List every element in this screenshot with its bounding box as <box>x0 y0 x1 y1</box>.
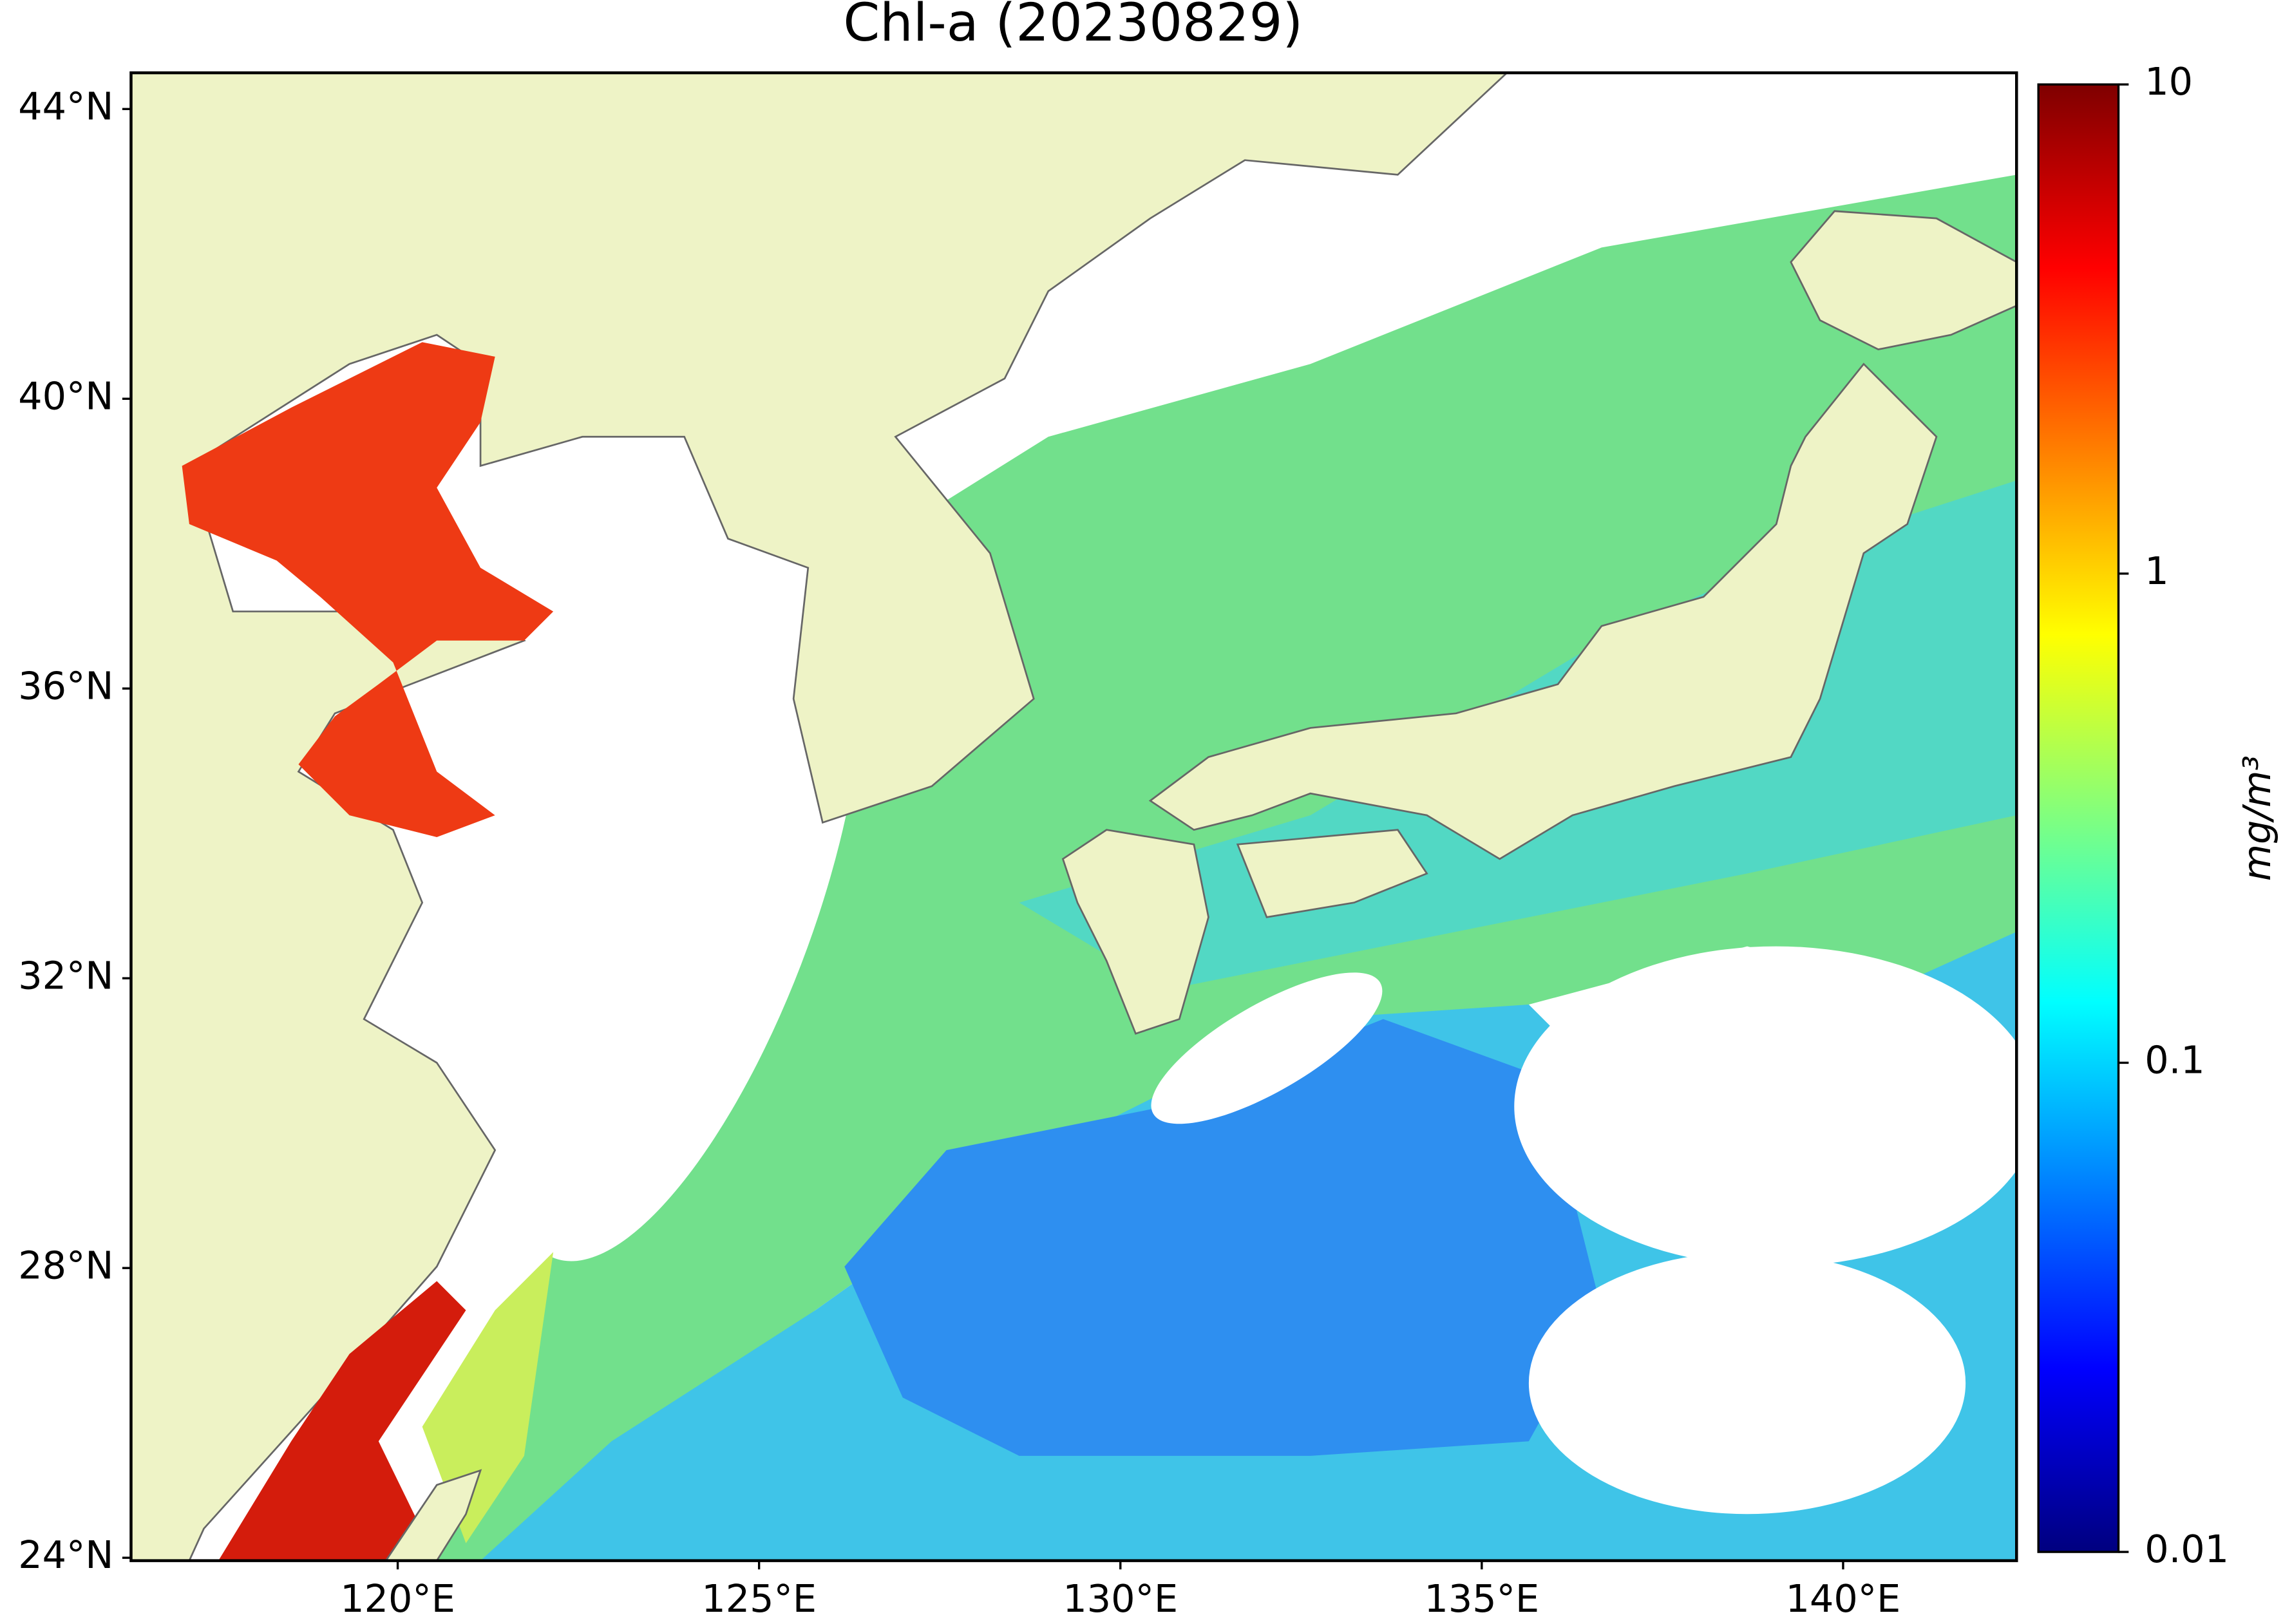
land-mainland <box>131 73 1508 1561</box>
coastal-bloom <box>422 1252 554 1544</box>
x-tick-label: 140°E <box>1786 1576 1901 1621</box>
bohai-bloom <box>182 342 554 837</box>
coastal-bloom <box>218 1281 466 1561</box>
land-shikoku <box>1236 829 1428 918</box>
y-tick-label: 44°N <box>18 84 113 128</box>
colorbar-tick-label: 0.1 <box>2145 1038 2204 1082</box>
cloud <box>1528 1252 1966 1515</box>
chart-title: Chl-a (20230829) <box>843 0 1303 53</box>
colorbar-tick-label: 1 <box>2145 549 2168 593</box>
y-tick-label: 24°N <box>18 1533 113 1577</box>
x-tick-label: 125°E <box>701 1576 817 1621</box>
y-tick-label: 36°N <box>18 663 113 708</box>
x-tick-label: 120°E <box>340 1576 455 1621</box>
colorbar-tick-label: 10 <box>2145 59 2193 104</box>
map-frame <box>129 71 2018 1562</box>
map <box>131 73 2017 1561</box>
x-tick-label: 130°E <box>1063 1576 1178 1621</box>
y-tick-label: 28°N <box>18 1243 113 1287</box>
land-hokkaido <box>1790 210 2017 351</box>
colorbar <box>2037 83 2120 1553</box>
y-tick-label: 32°N <box>18 953 113 997</box>
land-taiwan <box>384 1469 482 1561</box>
land-kyushu <box>1061 829 1209 1035</box>
ocean-blue <box>844 1019 1602 1456</box>
land-honshu <box>1148 363 1938 860</box>
cloud <box>1514 946 2017 1267</box>
colorbar-tick-label: 0.01 <box>2145 1527 2229 1571</box>
cloud <box>506 544 864 1261</box>
x-tick-label: 135°E <box>1425 1576 1540 1621</box>
y-tick-label: 40°N <box>18 373 113 418</box>
cloud <box>1151 972 1383 1124</box>
cloud <box>1514 87 1893 204</box>
colorbar-label: mg/m³ <box>2235 755 2279 881</box>
